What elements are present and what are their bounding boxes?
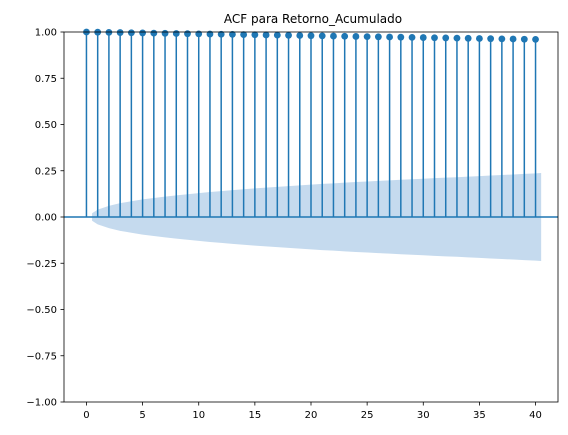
acf-marker-lag-27 bbox=[386, 33, 393, 41]
y-tick-label-3: −0.25 bbox=[26, 259, 57, 270]
acf-marker-lag-37 bbox=[498, 35, 506, 43]
acf-marker-lag-12 bbox=[217, 30, 225, 38]
axes-layer: 0 5 10 15 20 25 30 35 40 −1.00 −0.75 −0.50 −0.25 0.00… bbox=[26, 28, 559, 421]
x-tick-label-5: 5 bbox=[139, 410, 145, 421]
stems-layer bbox=[83, 28, 539, 217]
acf-marker-lag-16 bbox=[262, 31, 270, 39]
acf-marker-lag-30 bbox=[419, 34, 427, 41]
y-tick-label-2: −0.50 bbox=[26, 305, 57, 316]
acf-marker-lag-26 bbox=[374, 33, 382, 41]
x-tick-label-30: 30 bbox=[417, 410, 430, 421]
y-tick-label-8: 1.00 bbox=[35, 28, 57, 39]
x-tick-label-20: 20 bbox=[305, 410, 318, 421]
acf-marker-lag-13 bbox=[229, 31, 236, 38]
acf-marker-lag-22 bbox=[330, 32, 337, 40]
acf-marker-lag-21 bbox=[318, 32, 326, 40]
acf-marker-lag-35 bbox=[476, 35, 483, 42]
acf-marker-lag-31 bbox=[431, 34, 438, 42]
x-tick-label-10: 10 bbox=[192, 410, 205, 421]
acf-marker-lag-39 bbox=[520, 35, 528, 43]
y-tick-label-7: 0.75 bbox=[35, 74, 57, 85]
acf-marker-lag-23 bbox=[341, 32, 349, 40]
acf-marker-lag-36 bbox=[487, 35, 495, 43]
acf-marker-lag-15 bbox=[251, 31, 259, 39]
y-tick-label-5: 0.25 bbox=[35, 166, 57, 177]
acf-marker-lag-20 bbox=[307, 32, 315, 40]
acf-marker-lag-14 bbox=[240, 31, 248, 38]
acf-marker-lag-6 bbox=[150, 29, 158, 37]
acf-marker-lag-24 bbox=[352, 33, 360, 40]
y-tick-label-0: −1.00 bbox=[26, 398, 57, 409]
acf-marker-lag-3 bbox=[116, 29, 124, 36]
acf-marker-lag-10 bbox=[195, 30, 203, 38]
acf-marker-lag-32 bbox=[442, 34, 450, 42]
acf-marker-lag-28 bbox=[397, 33, 405, 41]
chart-title: ACF para Retorno_Acumulado bbox=[224, 12, 402, 26]
acf-marker-lag-9 bbox=[184, 30, 191, 38]
acf-marker-lag-29 bbox=[408, 33, 416, 41]
acf-marker-lag-18 bbox=[285, 31, 292, 39]
x-tick-label-0: 0 bbox=[83, 410, 89, 421]
x-tick-label-40: 40 bbox=[529, 410, 542, 421]
y-tick-label-6: 0.50 bbox=[35, 120, 57, 131]
acf-marker-lag-7 bbox=[161, 29, 169, 37]
acf-marker-lag-8 bbox=[172, 30, 180, 37]
y-tick-label-4: 0.00 bbox=[35, 213, 57, 224]
acf-marker-lag-19 bbox=[296, 32, 304, 39]
x-tick-label-25: 25 bbox=[361, 410, 374, 421]
acf-marker-lag-40 bbox=[532, 36, 539, 43]
acf-marker-lag-34 bbox=[464, 34, 472, 42]
acf-marker-lag-33 bbox=[453, 34, 461, 42]
acf-marker-lag-5 bbox=[139, 29, 146, 37]
x-tick-label-15: 15 bbox=[248, 410, 261, 421]
acf-marker-lag-25 bbox=[363, 33, 371, 41]
y-tick-label-1: −0.75 bbox=[26, 351, 57, 362]
x-tick-label-35: 35 bbox=[473, 410, 486, 421]
acf-marker-lag-38 bbox=[509, 35, 517, 43]
acf-marker-lag-4 bbox=[127, 29, 135, 37]
acf-marker-lag-17 bbox=[273, 31, 281, 39]
